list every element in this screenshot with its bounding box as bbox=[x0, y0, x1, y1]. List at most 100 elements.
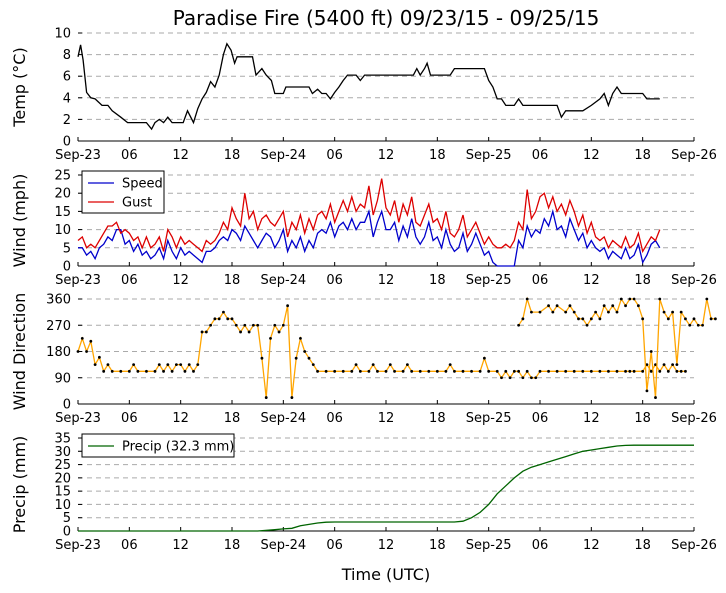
data-point bbox=[453, 369, 456, 373]
data-point bbox=[243, 323, 247, 327]
data-point bbox=[89, 339, 93, 343]
legend: Precip (32.3 mm) bbox=[81, 433, 235, 458]
data-point bbox=[641, 369, 645, 373]
data-point bbox=[555, 369, 559, 373]
x-tick-label: 06 bbox=[326, 538, 343, 553]
x-tick-label: Sep-23 bbox=[55, 538, 101, 553]
data-point bbox=[277, 330, 281, 334]
data-point bbox=[701, 323, 704, 327]
x-tick-label: 18 bbox=[224, 273, 241, 288]
data-point bbox=[654, 363, 657, 367]
data-point bbox=[581, 317, 585, 321]
data-point bbox=[632, 369, 636, 373]
x-tick-label: 12 bbox=[378, 411, 395, 426]
data-point bbox=[602, 304, 606, 308]
y-tick-label: 4 bbox=[63, 91, 71, 106]
data-point bbox=[607, 310, 610, 314]
data-point bbox=[692, 317, 696, 321]
data-point bbox=[675, 369, 679, 373]
data-point bbox=[290, 396, 294, 399]
x-tick-label: 18 bbox=[224, 538, 241, 553]
data-point bbox=[555, 304, 559, 308]
x-tick-label: 12 bbox=[378, 538, 395, 553]
data-point bbox=[679, 369, 683, 373]
x-tick-label: 06 bbox=[121, 273, 138, 288]
x-tick-label: 18 bbox=[429, 411, 446, 426]
x-tick-label: Sep-26 bbox=[671, 411, 717, 426]
data-point bbox=[354, 363, 358, 367]
data-point bbox=[226, 317, 230, 321]
y-tick-label: 0 bbox=[63, 135, 71, 150]
data-point bbox=[157, 363, 161, 367]
x-tick-label: 18 bbox=[224, 148, 241, 163]
data-point bbox=[666, 317, 670, 321]
series-line-precip bbox=[78, 444, 694, 532]
panel-wind: 0 5 10 15 20 25 Sep-23 06 12 18 Sep-24 06 12 18 Sep-25… bbox=[10, 169, 717, 289]
data-point bbox=[504, 369, 508, 373]
data-point bbox=[470, 369, 473, 373]
data-point bbox=[487, 369, 491, 373]
x-tick-label: 12 bbox=[583, 411, 600, 426]
x-tick-label: 18 bbox=[634, 273, 651, 288]
data-point bbox=[581, 369, 585, 373]
data-point bbox=[251, 323, 255, 327]
data-point bbox=[127, 369, 131, 373]
y-axis-label: Precip (mm) bbox=[10, 436, 29, 534]
x-tick-label: 12 bbox=[583, 273, 600, 288]
data-point bbox=[538, 310, 542, 314]
data-point bbox=[525, 297, 529, 301]
x-tick-label: Sep-24 bbox=[260, 148, 306, 163]
data-point bbox=[162, 369, 165, 373]
data-point bbox=[286, 304, 290, 308]
data-point bbox=[461, 369, 465, 373]
data-point bbox=[444, 369, 448, 373]
data-point bbox=[649, 369, 653, 373]
y-axis-label: Temp (°C) bbox=[10, 47, 29, 127]
data-point bbox=[632, 297, 636, 301]
y-tick-label: 10 bbox=[54, 27, 71, 42]
data-point bbox=[427, 369, 431, 373]
legend-box bbox=[81, 433, 235, 458]
x-tick-label: 06 bbox=[326, 148, 343, 163]
x-tick-label: 18 bbox=[429, 148, 446, 163]
x-tick-label: Sep-24 bbox=[260, 538, 306, 553]
data-point bbox=[517, 369, 521, 373]
y-tick-label: 90 bbox=[54, 371, 71, 386]
data-point bbox=[316, 369, 319, 373]
x-axis-label: Time (UTC) bbox=[341, 565, 430, 584]
series-line bbox=[77, 42, 660, 131]
data-point bbox=[478, 369, 482, 373]
data-point bbox=[196, 363, 200, 367]
y-tick-label: 10 bbox=[54, 223, 71, 238]
data-point bbox=[209, 323, 213, 327]
data-point bbox=[269, 336, 272, 340]
x-tick-label: Sep-26 bbox=[671, 273, 717, 288]
x-tick-label: Sep-23 bbox=[55, 273, 101, 288]
x-tick-label: 06 bbox=[121, 148, 138, 163]
data-point bbox=[525, 369, 529, 373]
y-tick-label: 0 bbox=[63, 525, 71, 540]
data-point bbox=[230, 317, 234, 321]
data-point bbox=[624, 369, 627, 373]
data-point bbox=[628, 297, 632, 301]
y-tick-label: 30 bbox=[54, 445, 71, 460]
x-tick-label: 06 bbox=[532, 411, 549, 426]
panel-wind_direction: 0 90 180 270 360 Sep-23 06 12 18 Sep-24 06 12 18 Sep-… bbox=[10, 293, 717, 427]
x-tick-label: Sep-26 bbox=[671, 148, 717, 163]
x-tick-label: 18 bbox=[634, 411, 651, 426]
y-tick-label: 6 bbox=[63, 70, 71, 85]
figure-title: Paradise Fire (5400 ft) 09/23/15 - 09/25… bbox=[173, 6, 600, 30]
data-point bbox=[448, 363, 452, 367]
data-point bbox=[239, 330, 242, 334]
data-point bbox=[410, 369, 414, 373]
data-point bbox=[153, 369, 157, 373]
data-point bbox=[551, 310, 555, 314]
data-point bbox=[577, 317, 580, 321]
y-tick-label: 15 bbox=[54, 485, 71, 500]
x-tick-label: Sep-24 bbox=[260, 411, 306, 426]
data-point bbox=[213, 317, 217, 321]
data-point bbox=[260, 356, 264, 360]
data-point bbox=[624, 304, 627, 308]
